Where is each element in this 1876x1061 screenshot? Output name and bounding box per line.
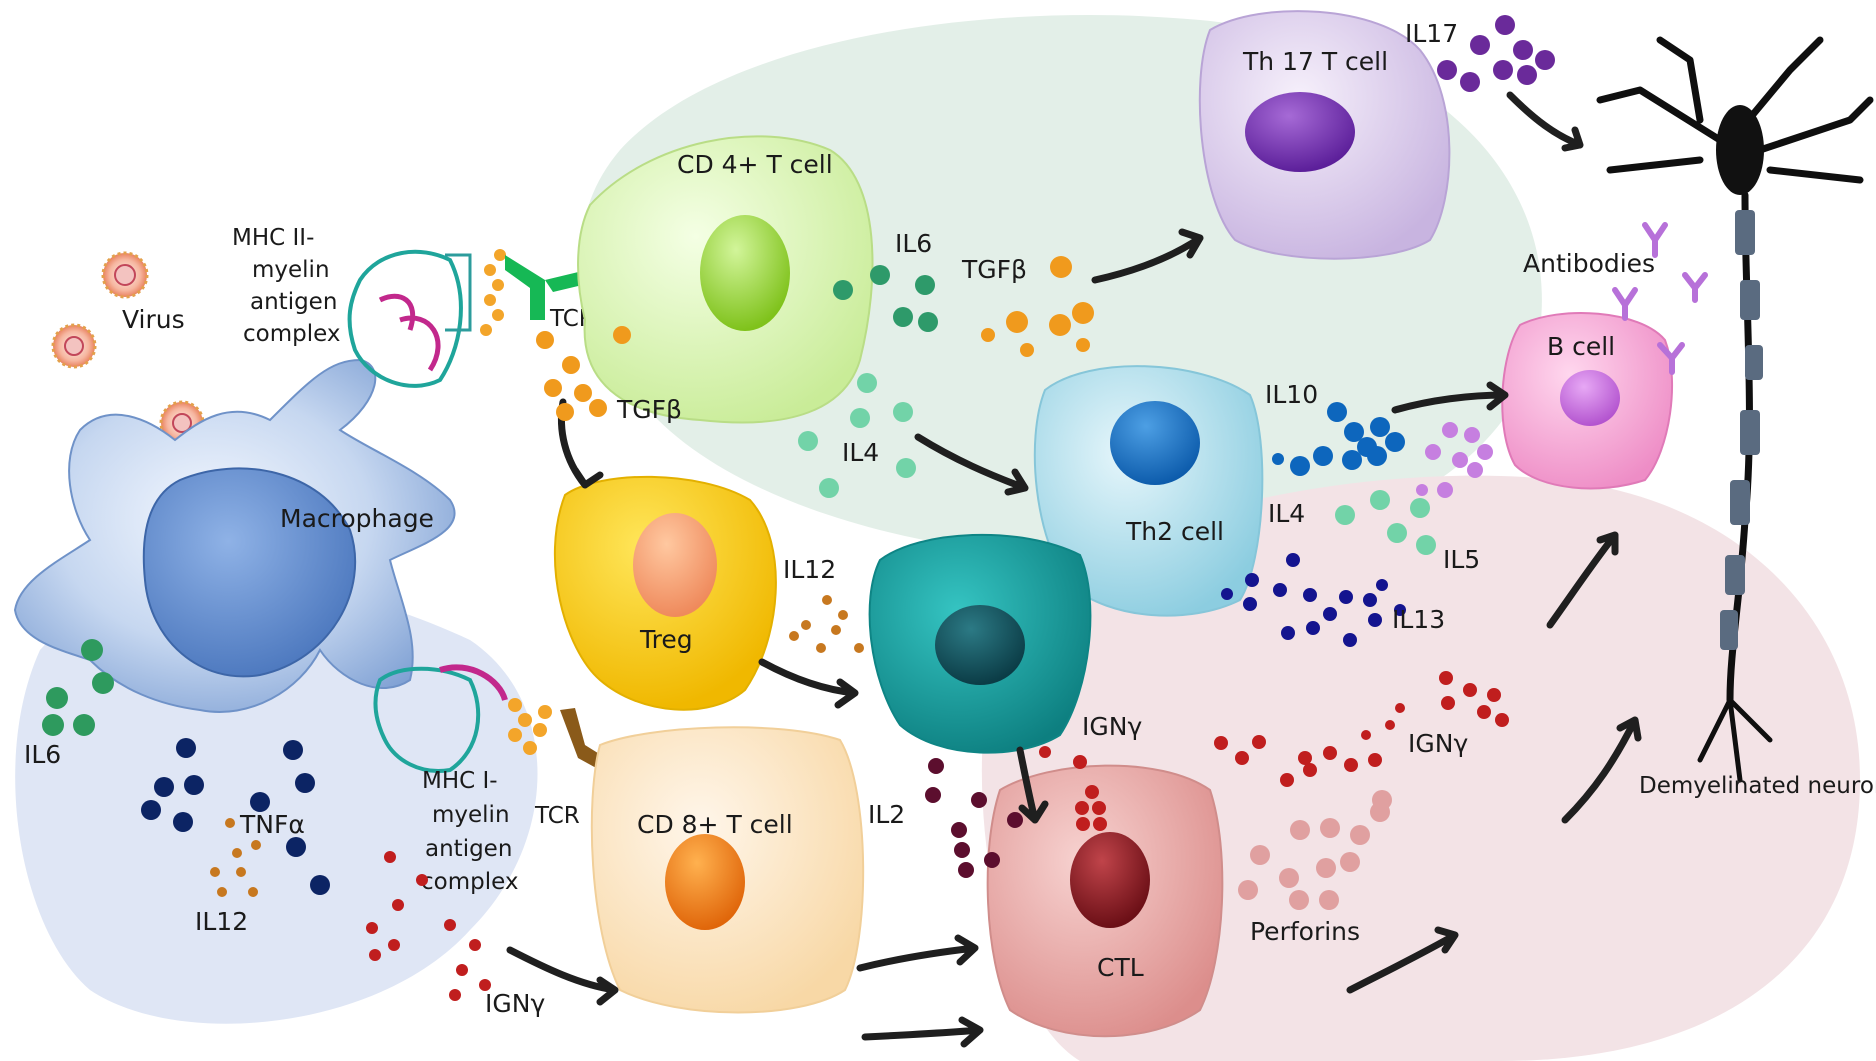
macrophage-nucleus <box>142 467 357 678</box>
arrow-teal-to-ctl <box>1016 746 1049 824</box>
tcr-receptor-top-icon <box>505 255 595 320</box>
dots-il2 <box>925 758 1023 878</box>
myelin-segments <box>1720 210 1763 650</box>
b-cell-nucleus <box>1560 370 1620 426</box>
cd4-nucleus <box>700 215 790 331</box>
arrow-cd4-to-th17 <box>1091 228 1204 284</box>
th17-nucleus <box>1245 92 1355 172</box>
treg-nucleus <box>633 513 717 617</box>
label-mhc1-line3: antigen <box>425 836 512 862</box>
label-il12-left: IL12 <box>195 907 248 936</box>
arrow-il13-to-neuron <box>1546 531 1619 629</box>
label-mhc1-line2: myelin <box>432 802 510 828</box>
label-mhc1-line1: MHC I- <box>422 768 498 794</box>
label-igny-left: IGNγ <box>485 989 545 1018</box>
neuron-soma <box>1716 105 1764 195</box>
label-tnfa: TNFα <box>239 810 305 839</box>
dots-igny-right <box>1214 671 1509 787</box>
label-tgfb-top: TGFβ <box>961 255 1027 284</box>
dots-tnfa <box>141 738 330 895</box>
label-mhc2-line4: complex <box>243 321 340 347</box>
label-il10: IL10 <box>1265 380 1318 409</box>
label-tgfb-left: TGFβ <box>616 395 682 424</box>
label-macrophage: Macrophage <box>280 504 434 533</box>
arrow-mhc1-to-cd8 <box>506 946 619 1006</box>
dots-il4-mid <box>798 373 916 498</box>
th2-cell <box>1033 365 1264 617</box>
dots-il6-top <box>833 265 938 332</box>
label-igny-right: IGNγ <box>1408 729 1468 758</box>
dots-tgfb-left <box>536 326 631 421</box>
dots-il4-right <box>1335 490 1436 555</box>
label-il4-right: IL4 <box>1268 499 1305 528</box>
arrow-cd4-to-th2 <box>914 433 1029 496</box>
label-il6-left: IL6 <box>24 740 61 769</box>
dots-il6-left <box>42 639 114 736</box>
label-mhc1-line4: complex <box>421 869 518 895</box>
label-bcell: B cell <box>1547 332 1615 361</box>
label-mhc2-line2: myelin <box>252 257 330 283</box>
label-tcr-bottom: TCR <box>534 803 580 829</box>
label-neuron: Demyelinated neuron <box>1639 773 1876 799</box>
th2-nucleus <box>1110 401 1200 485</box>
virus-icon-1 <box>101 251 149 299</box>
arrow-cd8-to-ctl-1 <box>856 934 979 972</box>
dots-il12-left <box>210 818 261 897</box>
label-th2: Th2 cell <box>1125 517 1224 546</box>
label-cd4: CD 4+ T cell <box>677 150 833 179</box>
label-virus: Virus <box>122 305 185 334</box>
arrow-treg-to-teal <box>758 658 859 709</box>
label-mhc2-line3: antigen <box>250 289 337 315</box>
label-ctl: CTL <box>1097 953 1144 982</box>
mhc1-complex-icon <box>373 664 552 773</box>
label-il13: IL13 <box>1392 605 1445 634</box>
dots-perforins <box>1238 790 1392 910</box>
arrow-perforins-to-neuron <box>1346 926 1459 994</box>
arrow-ctl-to-neuron-1 <box>1561 716 1642 824</box>
label-treg: Treg <box>639 625 693 654</box>
arrow-il10-to-bcell <box>1391 381 1509 414</box>
antibody-icons <box>1612 222 1708 375</box>
dots-il13 <box>1221 553 1406 647</box>
label-il2: IL2 <box>868 800 905 829</box>
label-il17: IL17 <box>1405 19 1458 48</box>
label-antibodies: Antibodies <box>1523 249 1655 278</box>
label-il6-top: IL6 <box>895 229 932 258</box>
label-th17: Th 17 T cell <box>1242 47 1388 76</box>
label-il5: IL5 <box>1443 545 1480 574</box>
dots-tgfb-top <box>981 256 1094 357</box>
teal-cell-nucleus <box>935 605 1025 685</box>
label-igny-ctl: IGNγ <box>1082 712 1142 741</box>
dots-igny-ctl <box>1039 746 1107 831</box>
dots-igny-left <box>366 851 491 1001</box>
dots-il17 <box>1437 15 1555 92</box>
dots-il5 <box>1416 422 1493 498</box>
label-il12-treg: IL12 <box>783 555 836 584</box>
virus-icon-2 <box>51 323 97 369</box>
label-il4-mid: IL4 <box>842 438 879 467</box>
arrow-cd8-to-ctl-2 <box>861 1016 984 1048</box>
cd8-nucleus <box>665 834 745 930</box>
dots-il12-treg <box>789 595 864 653</box>
dots-il10 <box>1272 402 1405 476</box>
arrow-il17-to-neuron <box>1506 91 1584 152</box>
label-cd8: CD 8+ T cell <box>637 810 793 839</box>
label-perforins: Perforins <box>1250 917 1360 946</box>
mhc2-complex-icon <box>347 249 506 388</box>
label-mhc2-line1: MHC II- <box>232 225 314 251</box>
ctl-nucleus <box>1070 832 1150 928</box>
